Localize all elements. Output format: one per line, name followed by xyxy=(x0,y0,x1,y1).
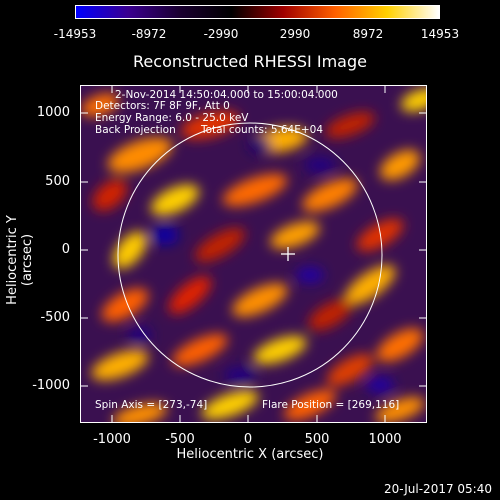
colorbar-tick: 8972 xyxy=(352,27,384,41)
colorbar-tick: -2990 xyxy=(203,27,239,41)
colorbar-tick: -8972 xyxy=(131,27,167,41)
total-counts-label: Total counts: 5.64E+04 xyxy=(201,124,324,136)
x-tick-label: -500 xyxy=(165,432,195,447)
x-axis-label: Heliocentric X (arcsec) xyxy=(176,447,324,462)
x-tick-label: 1000 xyxy=(368,432,402,447)
detectors-label: Detectors: 7F 8F 9F, Att 0 xyxy=(95,100,230,112)
time-range-label: 2-Nov-2014 14:50:04.000 to 15:00:04.000 xyxy=(115,89,338,101)
x-tick-label: 500 xyxy=(304,432,330,447)
flare-position-label: Flare Position = [269,116] xyxy=(262,399,400,411)
rhessi-image xyxy=(80,85,427,423)
colorbar xyxy=(75,5,440,19)
colorbar-tick: 14953 xyxy=(420,27,460,41)
colorbar-tick: 2990 xyxy=(279,27,311,41)
energy-range-label: Energy Range: 6.0 - 25.0 keV xyxy=(95,112,249,124)
y-tick-label: 500 xyxy=(45,174,70,189)
colorbar-tick: -14953 xyxy=(53,27,97,41)
y-tick-label: 1000 xyxy=(36,105,70,120)
spin-axis-label: Spin Axis = [273,-74] xyxy=(95,399,208,411)
y-tick-label: -1000 xyxy=(32,378,70,393)
x-tick-label: 0 xyxy=(243,432,253,447)
y-tick-label: -500 xyxy=(40,310,70,325)
timestamp: 20-Jul-2017 05:40 xyxy=(383,482,492,496)
image-title: Reconstructed RHESSI Image xyxy=(133,52,367,71)
y-axis-label: Heliocentric Y (arcsec) xyxy=(5,215,35,305)
method-label: Back Projection xyxy=(95,124,176,136)
x-tick-label: -1000 xyxy=(93,432,131,447)
flare-position-marker xyxy=(281,247,295,261)
solar-limb xyxy=(117,122,383,388)
y-tick-label: 0 xyxy=(61,242,70,257)
